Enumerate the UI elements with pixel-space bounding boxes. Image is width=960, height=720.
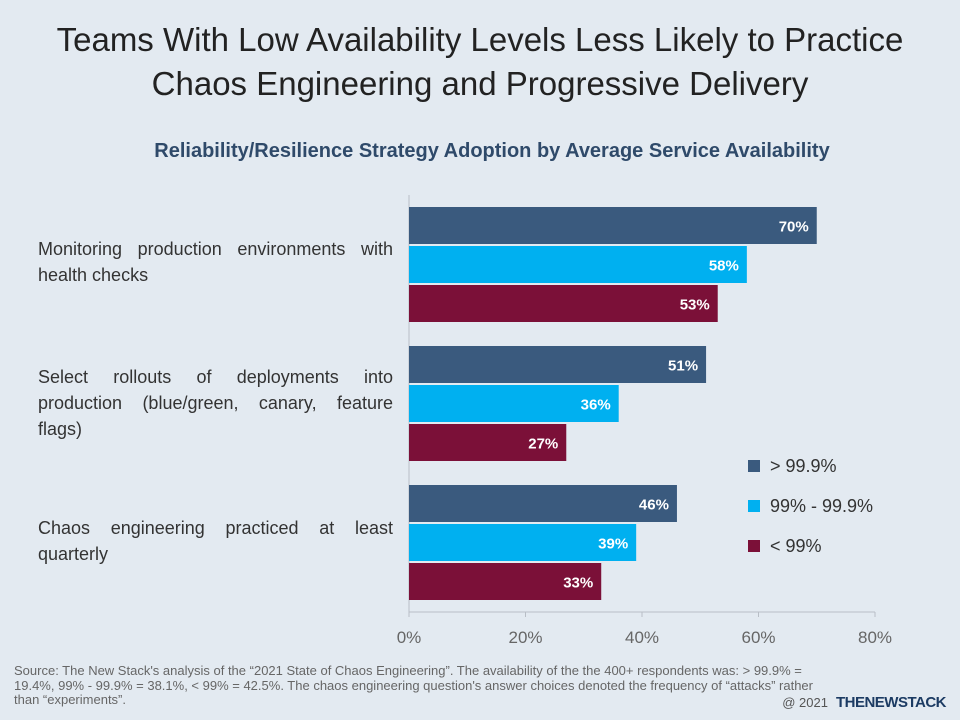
legend-label-low: < 99%	[770, 535, 822, 556]
bar-value-label: 39%	[598, 536, 628, 553]
x-tick-label: 20%	[508, 628, 542, 647]
footer: @ 2021 THENEWSTACK	[782, 694, 946, 711]
title-line-1: Teams With Low Availability Levels Less …	[56, 21, 904, 58]
page-title: Teams With Low Availability Levels Less …	[0, 18, 960, 106]
legend-item-mid: 99% - 99.9%	[748, 486, 873, 526]
chart-title: Reliability/Resilience Strategy Adoption…	[154, 140, 830, 162]
bar-value-label: 58%	[709, 258, 739, 275]
brand-logo: THENEWSTACK	[835, 694, 947, 711]
bar-value-label: 27%	[528, 436, 558, 453]
legend-swatch-low	[748, 540, 760, 552]
bar	[409, 346, 707, 383]
bar-value-label: 70%	[779, 219, 809, 236]
bar	[409, 524, 637, 561]
bar-value-label: 51%	[668, 358, 698, 375]
category-label-select-rollouts: Select rollouts of deployments into prod…	[38, 367, 393, 439]
copyright-text: @ 2021	[782, 695, 828, 710]
title-line-2: Chaos Engineering and Progressive Delive…	[151, 65, 809, 102]
x-tick-label: 60%	[741, 628, 775, 647]
bar-value-label: 33%	[563, 575, 593, 592]
bar	[409, 246, 747, 283]
bar	[409, 285, 718, 322]
legend-label-mid: 99% - 99.9%	[770, 495, 874, 516]
legend-item-low: < 99%	[748, 526, 873, 566]
x-tick-label: 80%	[858, 628, 892, 647]
bar	[409, 207, 817, 244]
legend: > 99.9% 99% - 99.9% < 99%	[748, 446, 873, 566]
legend-label-high: > 99.9%	[770, 455, 837, 476]
bar	[409, 385, 619, 422]
x-tick-label: 40%	[625, 628, 659, 647]
bar	[409, 424, 567, 461]
legend-swatch-high	[748, 460, 760, 472]
bar-value-label: 46%	[639, 497, 669, 514]
bar-value-label: 36%	[581, 397, 611, 414]
bar	[409, 563, 602, 600]
bar-value-label: 53%	[680, 297, 710, 314]
category-label-chaos-engineering: Chaos engineering practiced at least qua…	[38, 518, 393, 564]
source-note: Source: The New Stack's analysis of the …	[14, 663, 813, 707]
legend-item-high: > 99.9%	[748, 446, 873, 486]
bar	[409, 485, 677, 522]
legend-swatch-mid	[748, 500, 760, 512]
category-label-monitoring: Monitoring production environments with …	[38, 239, 393, 285]
x-tick-label: 0%	[397, 628, 422, 647]
